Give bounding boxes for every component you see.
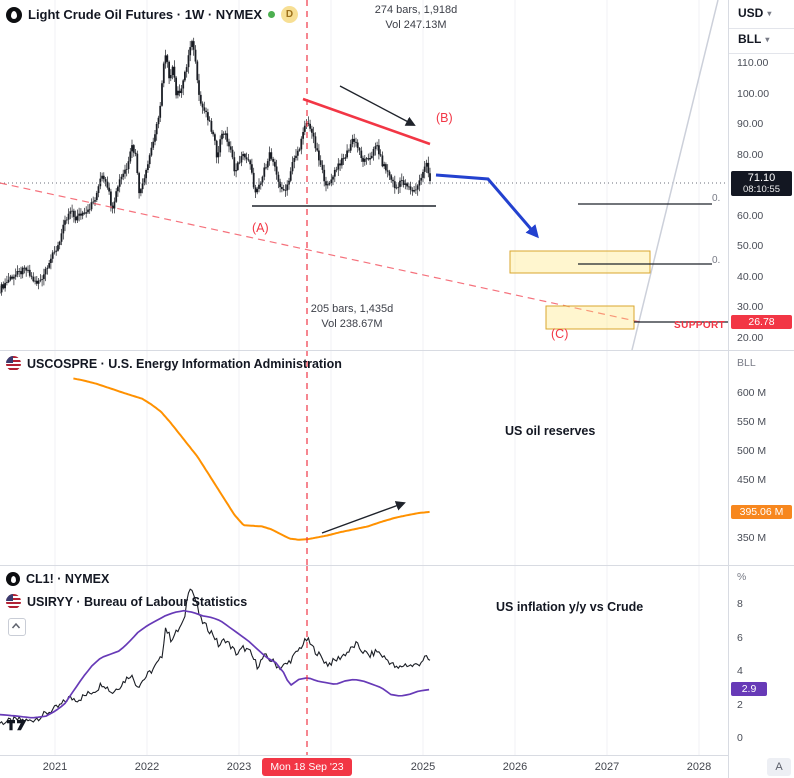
inflation-canvas[interactable] bbox=[0, 565, 728, 755]
market-status-icon bbox=[268, 11, 275, 18]
long-term-trendline[interactable] bbox=[631, 0, 719, 350]
scale-label: 8 bbox=[737, 598, 743, 610]
inflation-legend[interactable]: USIRYY · Bureau of Labour Statistics bbox=[6, 594, 247, 609]
wave-label-c[interactable]: (C) bbox=[551, 327, 569, 341]
scale-label: 0 bbox=[737, 732, 743, 744]
unit-selector[interactable]: BLL ▾ bbox=[738, 32, 770, 46]
event-date-badge: Mon 18 Sep '23 bbox=[262, 758, 352, 776]
reserves-line-series bbox=[73, 377, 430, 541]
measure-label-top: 274 bars, 1,918d Vol 247.13M bbox=[374, 4, 458, 31]
scale-label: 30.00 bbox=[737, 301, 764, 314]
currency-selector[interactable]: USD ▾ bbox=[738, 6, 772, 20]
reserves-annotation[interactable]: US oil reserves bbox=[505, 424, 596, 438]
inflation-pane[interactable]: CL1! · NYMEX USIRYY · Bureau of Labour S… bbox=[0, 565, 728, 755]
main-symbol-legend[interactable]: Light Crude Oil Futures · 1W · NYMEX D bbox=[6, 6, 298, 23]
grid bbox=[54, 565, 700, 755]
daily-streak-badge[interactable]: D bbox=[281, 6, 298, 23]
time-axis-label: 2028 bbox=[686, 761, 712, 773]
inflation-unit-label: % bbox=[737, 571, 747, 583]
target-zone-box-2[interactable] bbox=[545, 305, 635, 330]
target-zone-box-1[interactable] bbox=[509, 250, 651, 274]
reserves-title[interactable]: USCOSPRE · U.S. Energy Information Admin… bbox=[27, 356, 342, 371]
scale-label: 4 bbox=[737, 665, 743, 677]
main-chart-pane[interactable]: Light Crude Oil Futures · 1W · NYMEX D 2… bbox=[0, 0, 728, 350]
chevron-down-icon: ▾ bbox=[765, 34, 770, 44]
last-price-badge: 71.10 08:10:55 bbox=[731, 171, 792, 196]
reserves-value-badge: 395.06 M bbox=[731, 505, 792, 519]
time-axis-label: 2027 bbox=[594, 761, 620, 773]
time-axis[interactable]: Mon 18 Sep '23 2021202220232024202520262… bbox=[0, 755, 728, 778]
scale-label: 600 M bbox=[737, 387, 767, 399]
divider bbox=[729, 28, 794, 29]
level-price-label-2: 0. bbox=[712, 255, 721, 266]
inflation-line-series bbox=[0, 588, 431, 726]
scale-label: 100.00 bbox=[737, 87, 770, 100]
price-scale-column[interactable]: USD▾ BLL▾ 110.00100.0090.0080.0070.0060.… bbox=[729, 0, 794, 778]
tradingview-logo-icon bbox=[7, 720, 27, 731]
scale-label: 20.00 bbox=[737, 332, 764, 344]
drawings bbox=[0, 0, 728, 350]
drawings bbox=[306, 350, 406, 565]
reserves-pane[interactable]: USCOSPRE · U.S. Energy Information Admin… bbox=[0, 350, 728, 565]
pane-separator[interactable] bbox=[0, 350, 794, 351]
scale-label: 90.00 bbox=[737, 118, 764, 131]
us-flag-icon bbox=[6, 356, 21, 371]
scale-label: 450 M bbox=[737, 474, 767, 486]
scale-separator bbox=[728, 0, 729, 778]
down-arrow[interactable] bbox=[339, 85, 416, 126]
chevron-up-icon bbox=[11, 622, 21, 629]
pane-separator[interactable] bbox=[0, 565, 794, 566]
inflation-value-badge: 2.9 bbox=[731, 682, 767, 696]
wave-label-a[interactable]: (A) bbox=[252, 221, 269, 235]
reserves-legend[interactable]: USCOSPRE · U.S. Energy Information Admin… bbox=[6, 356, 342, 371]
time-axis-label: 2023 bbox=[226, 761, 252, 773]
time-axis-label: 2021 bbox=[42, 761, 68, 773]
support-level-badge: 26.78 bbox=[731, 315, 792, 329]
crude-oil-symbol-icon bbox=[6, 572, 20, 586]
scale-label: 80.00 bbox=[737, 148, 764, 161]
level-price-label-1: 0. bbox=[712, 193, 721, 204]
time-axis-label: 2022 bbox=[134, 761, 160, 773]
scale-label: 500 M bbox=[737, 445, 767, 457]
crude-oil-symbol-icon bbox=[6, 6, 22, 23]
grid bbox=[54, 350, 700, 565]
collapse-pane-button[interactable] bbox=[8, 618, 26, 636]
reserves-canvas[interactable] bbox=[0, 350, 728, 565]
us-flag-icon bbox=[6, 594, 21, 609]
projection-arrow[interactable] bbox=[435, 173, 539, 239]
scale-label: 40.00 bbox=[737, 270, 764, 283]
wave-label-b[interactable]: (B) bbox=[436, 111, 453, 125]
up-arrow[interactable] bbox=[321, 501, 406, 534]
inflation-title[interactable]: USIRYY · Bureau of Labour Statistics bbox=[27, 594, 248, 609]
candlestick-series bbox=[0, 37, 431, 296]
measure-label-bottom: 205 bars, 1,435d Vol 238.67M bbox=[310, 303, 394, 330]
inflation-annotation[interactable]: US inflation y/y vs Crude bbox=[496, 600, 644, 614]
support-label[interactable]: SUPPORT bbox=[674, 320, 726, 331]
reserves-unit-label: BLL bbox=[737, 357, 756, 369]
symbol-title[interactable]: Light Crude Oil Futures · 1W · NYMEX bbox=[28, 7, 262, 22]
time-axis-label: 2026 bbox=[502, 761, 528, 773]
scale-label: 6 bbox=[737, 631, 743, 644]
crude-legend[interactable]: CL1! · NYMEX bbox=[6, 572, 109, 586]
crude-title[interactable]: CL1! · NYMEX bbox=[26, 572, 110, 586]
chevron-down-icon: ▾ bbox=[767, 8, 772, 18]
scale-label: 110.00 bbox=[737, 57, 769, 69]
scale-label: 60.00 bbox=[737, 209, 764, 222]
scale-label: 550 M bbox=[737, 416, 767, 428]
scale-label: 350 M bbox=[737, 532, 767, 544]
grid bbox=[54, 0, 700, 350]
wave-a-trendline[interactable] bbox=[0, 182, 641, 323]
auto-scale-button[interactable]: A bbox=[767, 758, 791, 776]
divider bbox=[729, 53, 794, 54]
main-chart-canvas[interactable] bbox=[0, 0, 728, 350]
scale-label: 50.00 bbox=[737, 240, 764, 253]
wave-b-trendline[interactable] bbox=[302, 97, 431, 146]
scale-label: 2 bbox=[737, 698, 743, 711]
time-axis-label: 2025 bbox=[410, 761, 436, 773]
